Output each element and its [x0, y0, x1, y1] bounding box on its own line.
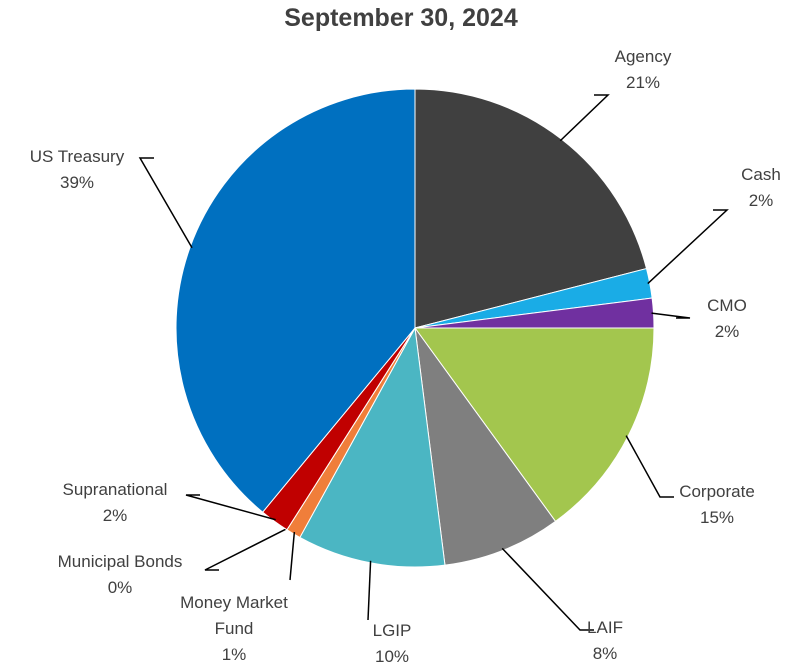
category-label: Cash: [741, 165, 781, 184]
leader-line: [138, 157, 193, 249]
category-label: Municipal Bonds: [57, 552, 183, 571]
value-label: 39%: [59, 173, 95, 192]
pie-slice: [175, 88, 416, 513]
pie-slice: [414, 327, 655, 523]
slice-label: Agency 21%: [583, 44, 703, 96]
category-label: Corporate: [679, 482, 755, 501]
leader-line: [501, 547, 594, 631]
value-label: 15%: [699, 508, 735, 527]
slice-label: Supranational 2%: [40, 477, 190, 529]
leader-line: [647, 209, 729, 285]
category-label: LGIP: [372, 621, 412, 640]
leader-line: [651, 312, 691, 319]
category-label: CMO: [707, 296, 747, 315]
category-label: Supranational: [62, 480, 168, 499]
value-label: 0%: [107, 578, 133, 597]
leader-line: [367, 560, 372, 621]
slice-label: LAIF 8%: [565, 615, 645, 667]
slice-label: US Treasury 39%: [7, 144, 147, 196]
value-label: 10%: [374, 647, 410, 666]
slice-label: Municipal Bonds 0%: [35, 549, 205, 601]
slice-label: LGIP 10%: [352, 618, 432, 670]
value-label: 2%: [748, 191, 774, 210]
value-label: 2%: [102, 506, 128, 525]
slice-label: Cash 2%: [721, 162, 801, 214]
slice-label: Money Market Fund 1%: [164, 590, 304, 668]
leader-line: [559, 94, 610, 142]
value-label: 21%: [625, 73, 661, 92]
leader-line: [204, 527, 289, 571]
category-label: Money Market Fund: [180, 593, 288, 638]
value-label: 2%: [714, 322, 740, 341]
category-label: US Treasury: [29, 147, 125, 166]
value-label: 8%: [592, 644, 618, 663]
value-label: 1%: [221, 645, 247, 664]
chart-title: September 30, 2024: [284, 4, 518, 32]
leader-line: [185, 494, 276, 521]
category-label: LAIF: [587, 618, 623, 637]
leader-line: [289, 531, 296, 581]
slice-label: Corporate 15%: [657, 479, 777, 531]
category-label: Agency: [614, 47, 672, 66]
leader-line: [625, 435, 674, 498]
slice-label: CMO 2%: [687, 293, 767, 345]
